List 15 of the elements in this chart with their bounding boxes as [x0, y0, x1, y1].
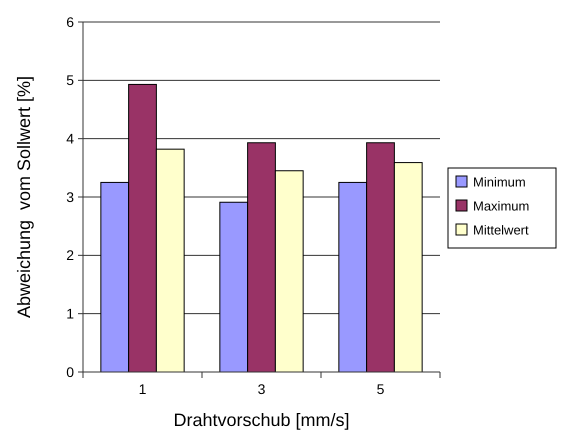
- y-tick-label: 4: [66, 130, 74, 147]
- y-tick-label: 6: [66, 14, 74, 30]
- legend-label: Maximum: [473, 198, 530, 214]
- x-tick-label: 3: [258, 381, 266, 397]
- y-tick-label: 2: [66, 247, 74, 264]
- y-tick-label: 5: [66, 72, 74, 88]
- y-tick-label: 1: [66, 306, 74, 322]
- x-tick-label: 5: [376, 381, 385, 397]
- legend-label: Mittelwert: [473, 222, 530, 238]
- x-tick-label: 1: [138, 381, 147, 397]
- y-tick-label: 3: [66, 188, 74, 205]
- y-axis-title: Abweichung vom Sollwert [%]: [14, 76, 34, 318]
- x-axis-title: Drahtvorschub [mm/s]: [173, 410, 350, 430]
- y-tick-label: 0: [66, 364, 74, 380]
- legend-label: Minimum: [473, 174, 526, 190]
